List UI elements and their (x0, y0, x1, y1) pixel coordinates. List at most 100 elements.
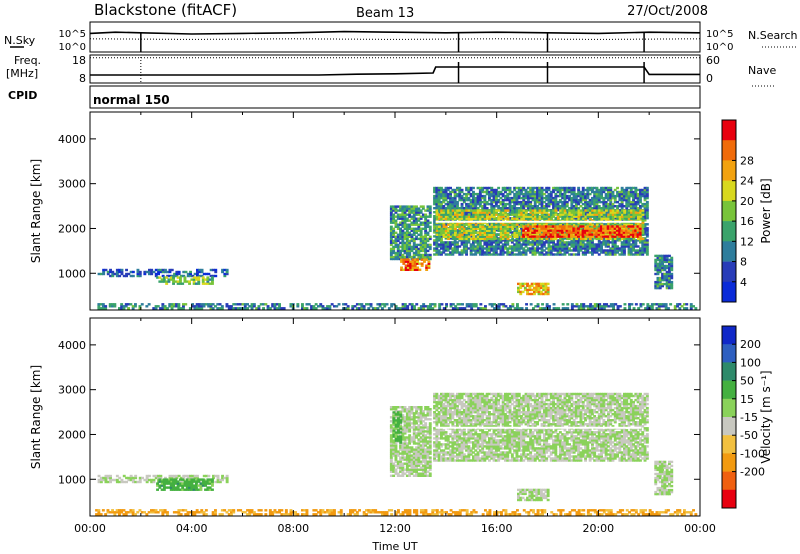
power-cell (634, 251, 638, 254)
power-cell (232, 307, 236, 310)
power-cell (543, 307, 547, 310)
power-cell (392, 207, 396, 210)
power-cell (499, 202, 503, 206)
power-cell (623, 213, 627, 216)
power-cell (607, 249, 610, 252)
power-cell (462, 249, 466, 252)
power-cell (397, 307, 400, 310)
power-cell (392, 213, 396, 216)
power-cell (540, 231, 544, 234)
power-cell (600, 207, 603, 210)
power-cell (435, 241, 439, 244)
power-cell (465, 188, 468, 192)
power-cell (403, 225, 407, 228)
power-cell (469, 213, 473, 216)
power-cell (545, 253, 549, 256)
power-cell (476, 225, 480, 228)
power-cell (467, 227, 471, 230)
power-cell (574, 200, 578, 204)
power-cell (403, 211, 407, 214)
power-cell (593, 192, 597, 196)
power-cell (586, 231, 589, 234)
power-cell (515, 241, 519, 244)
power-cell (474, 205, 478, 208)
power-cell (504, 241, 507, 244)
power-cell (497, 205, 501, 208)
power-cell (552, 239, 555, 242)
power-cell (404, 268, 408, 271)
power-cell (456, 194, 459, 198)
power-cell (486, 223, 489, 226)
power-cell (442, 225, 446, 228)
power-cell (510, 247, 514, 250)
power-cell (563, 211, 567, 214)
power-cell (607, 207, 610, 210)
power-cell (481, 200, 485, 204)
power-cell (429, 303, 432, 306)
power-cell (481, 196, 485, 200)
power-cell (392, 205, 396, 208)
power-cell (570, 219, 574, 222)
power-cell (604, 253, 608, 256)
power-cell (403, 219, 407, 222)
power-cell (620, 202, 624, 206)
power-cell (458, 251, 462, 254)
power-cell (504, 186, 507, 190)
power-cell (319, 303, 323, 306)
power-cell (416, 258, 419, 261)
power-cell (643, 243, 647, 246)
power-cell (499, 219, 503, 222)
power-cell (143, 272, 147, 276)
power-cell (568, 198, 571, 202)
power-cell (520, 237, 523, 240)
power-cell (115, 270, 119, 274)
power-cell (500, 303, 503, 306)
power-cell (403, 235, 407, 238)
power-cell (109, 268, 112, 272)
power-cell (204, 282, 207, 285)
power-cell (513, 243, 517, 246)
power-cell (574, 194, 578, 198)
power-cell (426, 307, 430, 310)
power-cell (522, 211, 526, 214)
power-cell (584, 223, 587, 226)
power-region-0 (97, 268, 229, 278)
power-cell (476, 196, 480, 200)
power-cell (111, 270, 115, 274)
power-cell (449, 227, 453, 230)
power-cell (399, 227, 402, 230)
power-cell (607, 215, 611, 218)
power-cell (586, 241, 590, 244)
power-cell (495, 209, 498, 212)
power-cell (435, 202, 439, 206)
power-cell (486, 217, 489, 220)
power-cell (534, 305, 538, 308)
power-cell (483, 219, 487, 222)
power-cell (645, 186, 649, 190)
power-cell (433, 241, 436, 244)
power-cell (584, 202, 587, 206)
power-cell (542, 192, 546, 196)
power-cell (236, 303, 240, 306)
power-cell (602, 303, 606, 306)
power-cell (164, 268, 167, 272)
power-cell (494, 241, 498, 244)
power-cell (620, 190, 624, 194)
power-cell (529, 237, 533, 241)
power-cell (396, 255, 400, 259)
power-cell (588, 231, 592, 234)
power-cell (520, 192, 523, 196)
power-cell (401, 241, 405, 245)
power-cell (662, 305, 666, 308)
power-cell (609, 303, 613, 306)
power-cell (481, 209, 485, 212)
power-cell (481, 233, 485, 236)
power-cell (262, 307, 265, 310)
power-cell (680, 305, 684, 308)
power-cell (504, 227, 507, 230)
power-cell (533, 253, 537, 256)
power-cell (396, 213, 400, 216)
power-cell (547, 202, 551, 206)
power-cell (392, 215, 396, 218)
power-cell (515, 239, 519, 242)
